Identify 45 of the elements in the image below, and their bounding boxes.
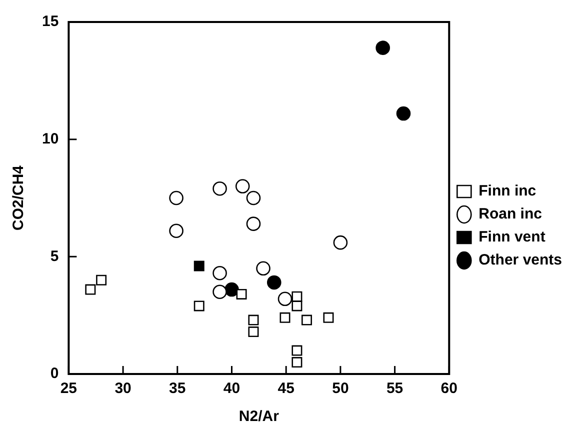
point [256, 261, 270, 276]
x-tick-label: 55 [386, 380, 404, 398]
x-axis-title: N2/Ar [238, 408, 280, 426]
y-axis-title: CO2/CH4 [10, 164, 28, 231]
point [292, 300, 302, 312]
point [333, 235, 348, 250]
y-tick-label: 0 [50, 365, 59, 382]
point [323, 312, 334, 323]
point [292, 345, 302, 356]
point [266, 275, 282, 290]
point [301, 314, 312, 326]
point [169, 224, 184, 238]
point [212, 284, 227, 300]
legend-label: Finn inc [478, 182, 536, 200]
point [96, 274, 107, 286]
point [280, 312, 290, 323]
legend-label: Roan inc [478, 206, 542, 223]
legend-label: Finn vent [478, 228, 546, 246]
point [212, 266, 227, 280]
x-tick-label: 25 [60, 380, 78, 398]
y-tick-label: 10 [42, 130, 59, 148]
point [212, 181, 227, 196]
legend-label: Other vents [478, 252, 562, 269]
x-tick-label: 45 [278, 380, 294, 398]
point [376, 40, 390, 55]
point [85, 284, 96, 295]
point [246, 216, 261, 231]
point [236, 288, 247, 300]
point [194, 260, 204, 272]
x-tick-label: 50 [332, 380, 349, 398]
x-tick-label: 35 [169, 380, 186, 398]
y-tick-label: 15 [42, 13, 59, 30]
point [235, 179, 250, 194]
x-tick-label: 60 [440, 380, 458, 398]
point [246, 190, 261, 206]
x-tick-label: 30 [114, 380, 132, 398]
point [396, 106, 411, 121]
point [278, 292, 292, 306]
x-tick-label: 40 [223, 380, 240, 398]
point [248, 326, 259, 338]
point [292, 357, 302, 368]
y-tick-label: 5 [50, 248, 59, 265]
point [248, 314, 259, 326]
point [194, 300, 204, 312]
point [169, 190, 184, 206]
